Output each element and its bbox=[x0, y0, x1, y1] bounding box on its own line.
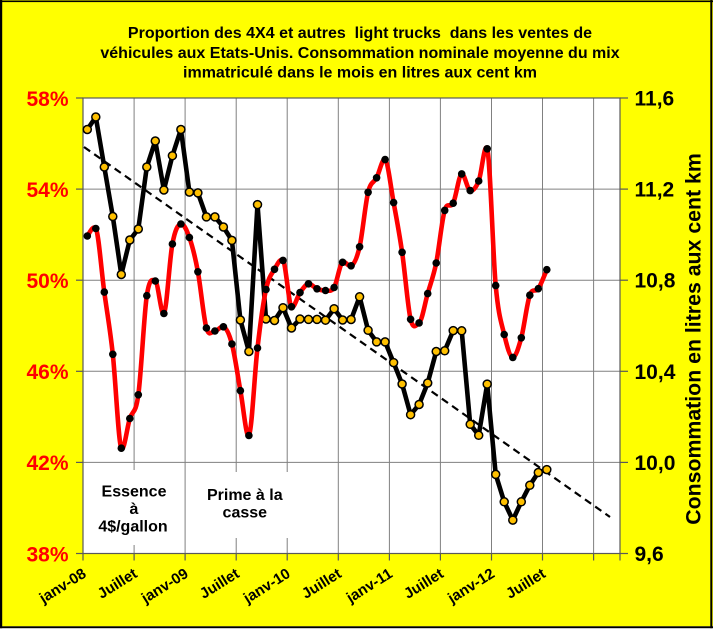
svg-text:immatriculé dans le mois en li: immatriculé dans le mois en litres aux c… bbox=[183, 65, 537, 82]
svg-text:casse: casse bbox=[223, 505, 268, 522]
svg-text:véhicules aux Etats-Unis. Cons: véhicules aux Etats-Unis. Consommation n… bbox=[100, 45, 619, 62]
svg-text:Proportion des 4X4 et autres: Proportion des 4X4 et autres light truck… bbox=[128, 25, 592, 42]
svg-text:4$/gallon: 4$/gallon bbox=[98, 519, 167, 536]
svg-text:11,2: 11,2 bbox=[635, 179, 675, 202]
svg-text:10,4: 10,4 bbox=[635, 361, 676, 384]
svg-text:10,0: 10,0 bbox=[635, 452, 676, 475]
svg-text:Essence: Essence bbox=[102, 484, 167, 501]
svg-text:54%: 54% bbox=[26, 179, 68, 202]
svg-text:Consommation en litres aux cen: Consommation en litres aux cent km bbox=[682, 153, 706, 525]
svg-text:10,8: 10,8 bbox=[635, 270, 676, 293]
svg-text:42%: 42% bbox=[26, 452, 68, 475]
svg-text:11,6: 11,6 bbox=[635, 88, 675, 111]
svg-text:50%: 50% bbox=[26, 270, 68, 293]
svg-text:9,6: 9,6 bbox=[635, 543, 664, 566]
svg-text:Prime à la: Prime à la bbox=[207, 487, 283, 504]
svg-text:à: à bbox=[130, 501, 139, 518]
svg-text:58%: 58% bbox=[26, 88, 68, 111]
svg-text:46%: 46% bbox=[26, 361, 68, 384]
svg-text:38%: 38% bbox=[26, 543, 68, 566]
